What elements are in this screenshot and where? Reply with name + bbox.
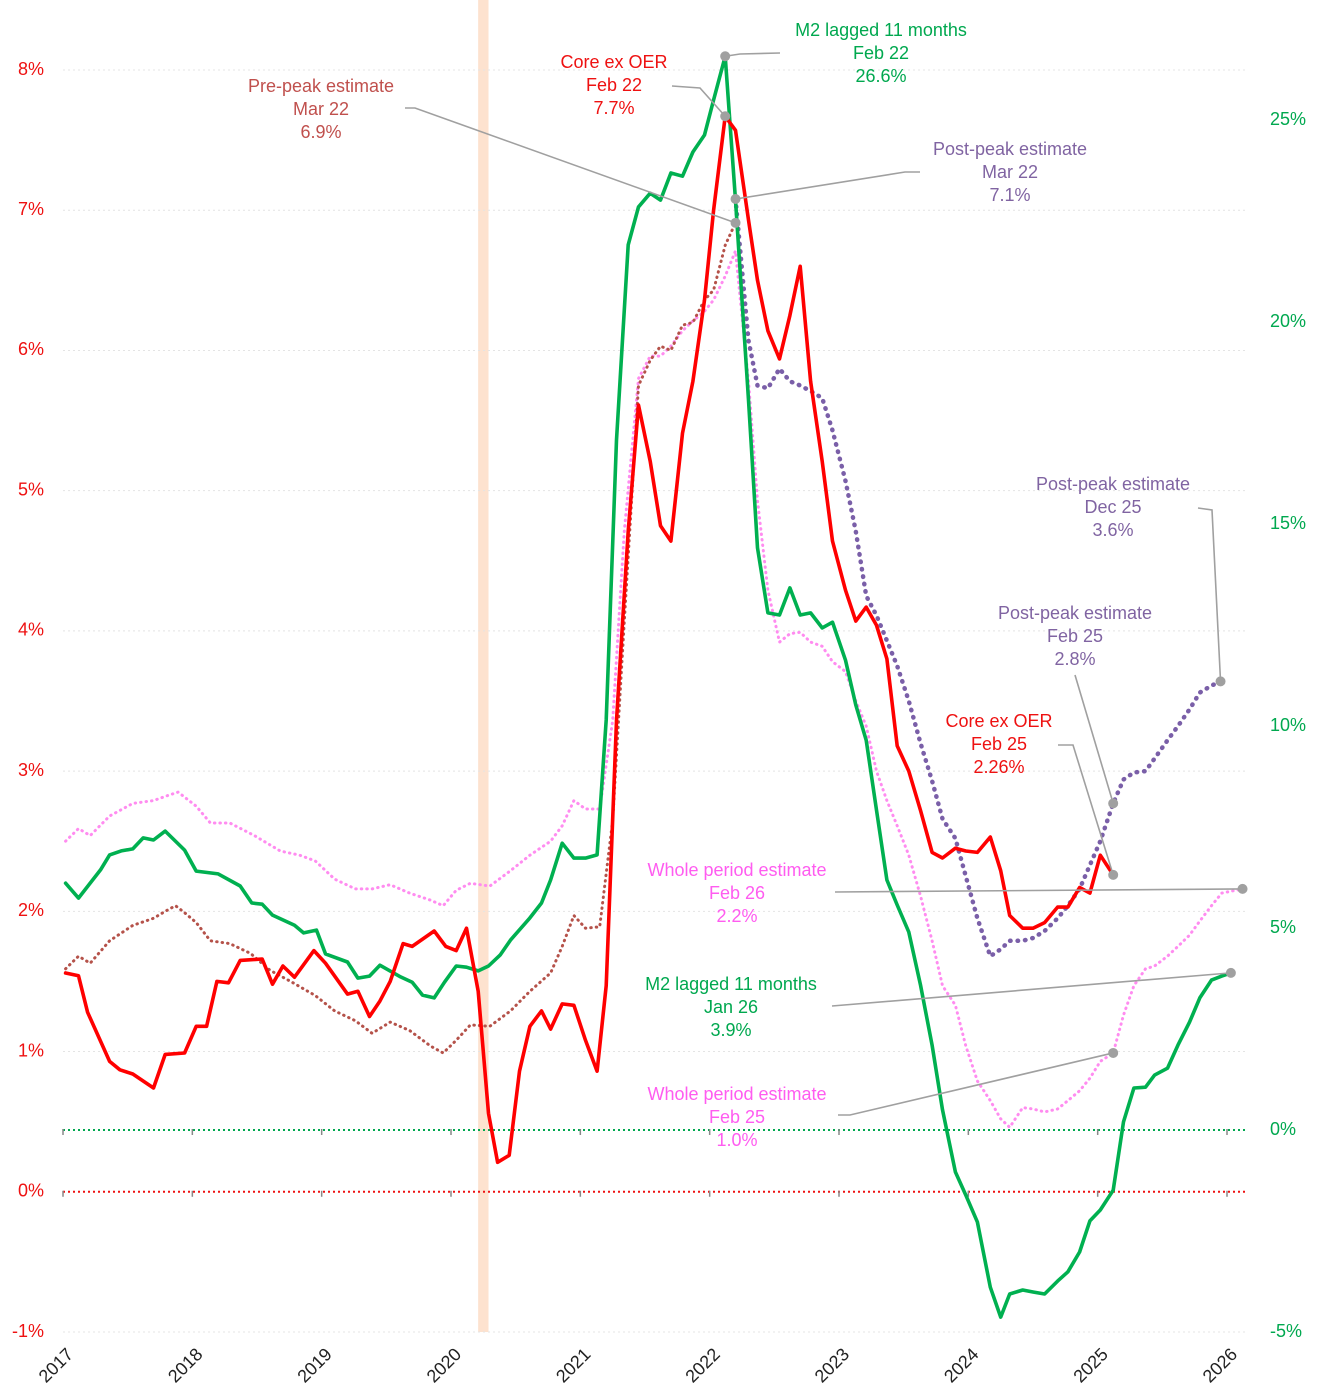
- y-tick-label: 6%: [18, 339, 44, 359]
- y-tick-label: 2%: [18, 900, 44, 920]
- series-line: [63, 54, 1233, 1319]
- y-tick-label: 4%: [18, 620, 44, 640]
- x-tick-label: 2023: [811, 1344, 853, 1386]
- annotation-text: Dec 25: [1084, 497, 1141, 517]
- x-tick-label: 2025: [1069, 1344, 1111, 1386]
- leader-line: [725, 52, 781, 58]
- annotation-point: [1108, 798, 1119, 809]
- y-tick-label: -1%: [12, 1321, 44, 1341]
- y2-tick-label: -5%: [1270, 1321, 1302, 1341]
- annotation-text: Core ex OER: [560, 52, 667, 72]
- annotation-text: Feb 25: [1047, 626, 1103, 646]
- annotation-point: [720, 51, 731, 62]
- annotation-text: 3.9%: [710, 1020, 751, 1040]
- annotation-text: Pre-peak estimate: [248, 76, 394, 96]
- y-tick-label: 8%: [18, 59, 44, 79]
- leader-line: [834, 888, 1243, 893]
- annotation-text: 3.6%: [1092, 520, 1133, 540]
- annotation-text: 2.2%: [716, 906, 757, 926]
- leader-line: [1058, 744, 1114, 876]
- x-tick-label: 2026: [1199, 1344, 1241, 1386]
- leader-line: [1197, 507, 1222, 682]
- y2-tick-label: 20%: [1270, 311, 1306, 331]
- leader-line: [831, 972, 1231, 1007]
- annotation-text: Whole period estimate: [647, 1084, 826, 1104]
- y2-tick-label: 0%: [1270, 1119, 1296, 1139]
- annotation-text: 7.7%: [593, 98, 634, 118]
- annotation-text: Post-peak estimate: [933, 139, 1087, 159]
- series-line: [733, 196, 1223, 959]
- annotation-text: Feb 22: [586, 75, 642, 95]
- annotation-point: [1215, 676, 1226, 687]
- x-tick-label: 2018: [164, 1344, 206, 1386]
- annotation-text: Mar 22: [982, 162, 1038, 182]
- annotation-text: 2.26%: [973, 757, 1024, 777]
- y-tick-label: 0%: [18, 1181, 44, 1201]
- annotation-point: [1108, 1047, 1119, 1058]
- annotation-text: M2 lagged 11 months: [645, 974, 817, 994]
- annotation-text: Feb 26: [709, 883, 765, 903]
- annotation-point: [730, 217, 741, 228]
- annotation-text: 6.9%: [300, 122, 341, 142]
- series-line: [64, 249, 1244, 1129]
- annotation-text: Post-peak estimate: [1036, 474, 1190, 494]
- annotation-text: Whole period estimate: [647, 860, 826, 880]
- series-line: [64, 221, 737, 1055]
- annotation-point: [730, 194, 741, 205]
- x-tick-label: 2017: [35, 1344, 77, 1386]
- annotation-text: Post-peak estimate: [998, 603, 1152, 623]
- annotation-text: 7.1%: [989, 185, 1030, 205]
- x-tick-label: 2020: [423, 1344, 465, 1386]
- y-tick-label: 1%: [18, 1040, 44, 1060]
- y2-tick-label: 25%: [1270, 109, 1306, 129]
- annotation-text: Core ex OER: [945, 711, 1052, 731]
- leader-line: [1074, 674, 1114, 804]
- annotation-text: 1.0%: [716, 1130, 757, 1150]
- shaded-period: [478, 0, 489, 1332]
- annotation-point: [1225, 967, 1236, 978]
- annotation-text: 26.6%: [855, 66, 906, 86]
- annotation-text: 2.8%: [1054, 649, 1095, 669]
- y-tick-label: 3%: [18, 760, 44, 780]
- leader-line: [838, 1052, 1114, 1116]
- annotation-point: [1237, 883, 1248, 894]
- x-tick-label: 2019: [293, 1344, 335, 1386]
- annotation-text: M2 lagged 11 months: [795, 20, 967, 40]
- x-tick-label: 2024: [940, 1344, 982, 1386]
- series-line: [63, 114, 1115, 1165]
- leader-line: [735, 171, 920, 200]
- annotation-text: Feb 25: [709, 1107, 765, 1127]
- y2-tick-label: 15%: [1270, 513, 1306, 533]
- annotation-text: Feb 25: [971, 734, 1027, 754]
- leader-line: [671, 85, 726, 117]
- y-tick-label: 5%: [18, 479, 44, 499]
- x-tick-label: 2021: [552, 1344, 594, 1386]
- annotation-text: Feb 22: [853, 43, 909, 63]
- annotation-point: [720, 111, 731, 122]
- annotation-point: [1108, 869, 1119, 880]
- leader-line: [405, 107, 736, 224]
- y2-tick-label: 10%: [1270, 715, 1306, 735]
- x-tick-label: 2022: [681, 1344, 723, 1386]
- annotation-text: Jan 26: [704, 997, 758, 1017]
- y-tick-label: 7%: [18, 199, 44, 219]
- y2-tick-label: 5%: [1270, 917, 1296, 937]
- annotation-text: Mar 22: [293, 99, 349, 119]
